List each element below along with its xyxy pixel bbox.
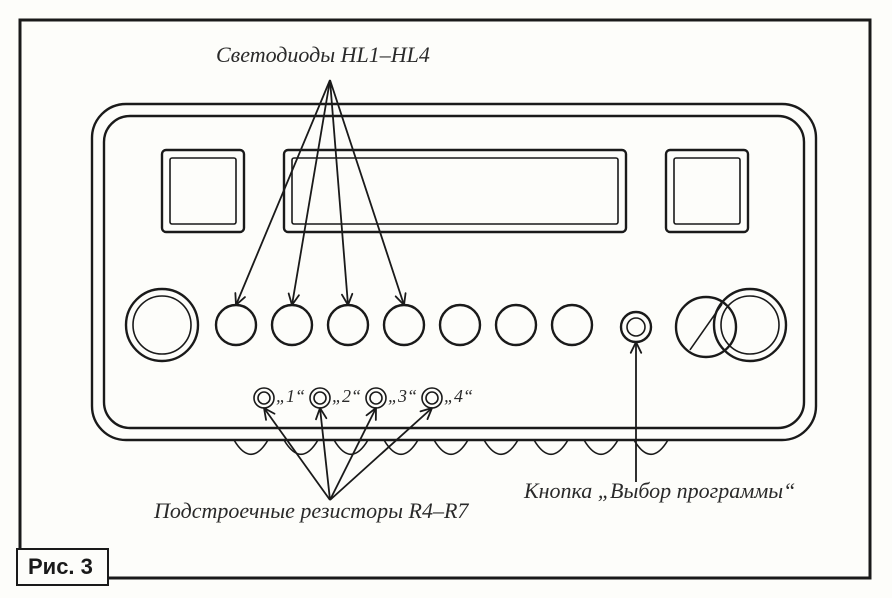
label-leds: Светодиоды HL1–HL4: [216, 42, 430, 68]
trimmer-num-4: „4“: [444, 386, 473, 407]
figure-caption: Рис. 3: [16, 548, 109, 586]
label-trimmers: Подстроечные резисторы R4–R7: [154, 498, 468, 524]
trimmer-num-2: „2“: [332, 386, 361, 407]
figure-canvas: { "figure": { "caption": "Рис. 3", "back…: [0, 0, 892, 598]
label-select-button: Кнопка „Выбор программы“: [524, 478, 795, 504]
trimmer-num-1: „1“: [276, 386, 305, 407]
trimmer-num-3: „3“: [388, 386, 417, 407]
